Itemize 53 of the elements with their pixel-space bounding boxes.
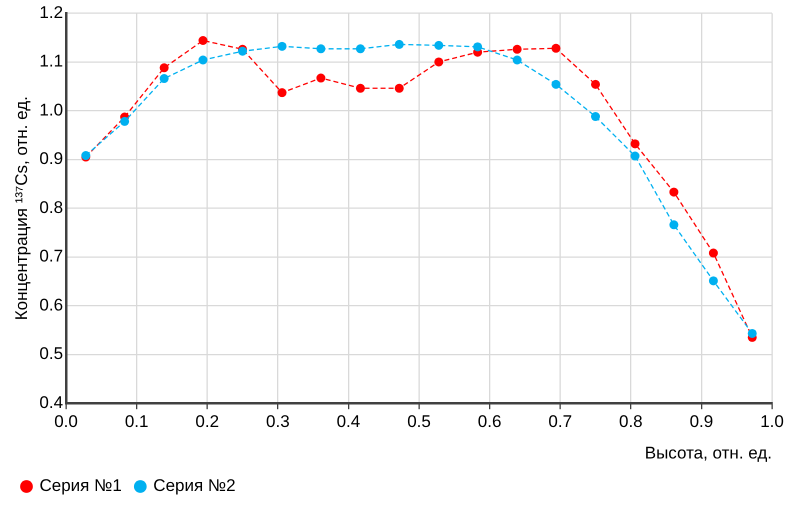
point [278,88,287,98]
point [278,42,287,51]
point [512,56,522,64]
x-tick-label: 0.3 [266,412,290,432]
point [669,220,678,230]
point [198,56,208,64]
y-tick-label: 0.8 [39,198,64,217]
point [394,84,404,93]
x-tick-label: 0.1 [124,412,148,432]
y-tick-label: 1.2 [39,2,64,22]
point [316,74,326,83]
point [473,42,482,52]
point [434,40,444,50]
point [434,57,444,66]
point [160,63,169,72]
point [591,80,600,89]
legend-label: Серия №1 [40,476,122,496]
point [356,44,365,54]
point [316,44,326,54]
point [630,152,640,161]
x-tick-label: 1.0 [760,412,784,432]
point [394,40,404,49]
y-tick-label: 0.4 [39,392,64,412]
point [551,44,560,53]
x-tick-label: 0.2 [195,412,220,432]
x-tick-label: 0.0 [54,412,78,432]
legend-label: Серия №2 [153,476,236,496]
x-axis-title: Высота, отн. ед. [644,443,772,462]
point [198,36,208,45]
y-tick-label: 1.1 [39,52,64,71]
point [356,84,365,93]
x-tick-label: 0.4 [336,412,360,432]
x-tick-label: 0.5 [407,412,431,432]
x-tick-label: 0.9 [690,412,714,432]
y-tick-label: 0.5 [39,344,64,364]
point [748,328,757,338]
y-tick-label: 0.7 [39,246,64,266]
point [708,248,718,258]
y-tick-label: 0.9 [39,149,64,168]
point [160,74,169,84]
point [669,188,678,197]
point [591,112,600,122]
y-tick-label: 1.0 [39,100,64,120]
point [512,44,522,54]
point [630,139,640,148]
x-tick-label: 0.8 [618,412,643,432]
point [708,276,718,286]
point [551,80,560,89]
y-axis-title: Концентрация ¹³⁷Cs, отн. ед. [12,96,31,320]
x-tick-label: 0.7 [548,412,572,432]
x-tick-label: 0.6 [478,412,502,432]
point [120,116,130,126]
y-tick-label: 0.6 [39,295,64,314]
